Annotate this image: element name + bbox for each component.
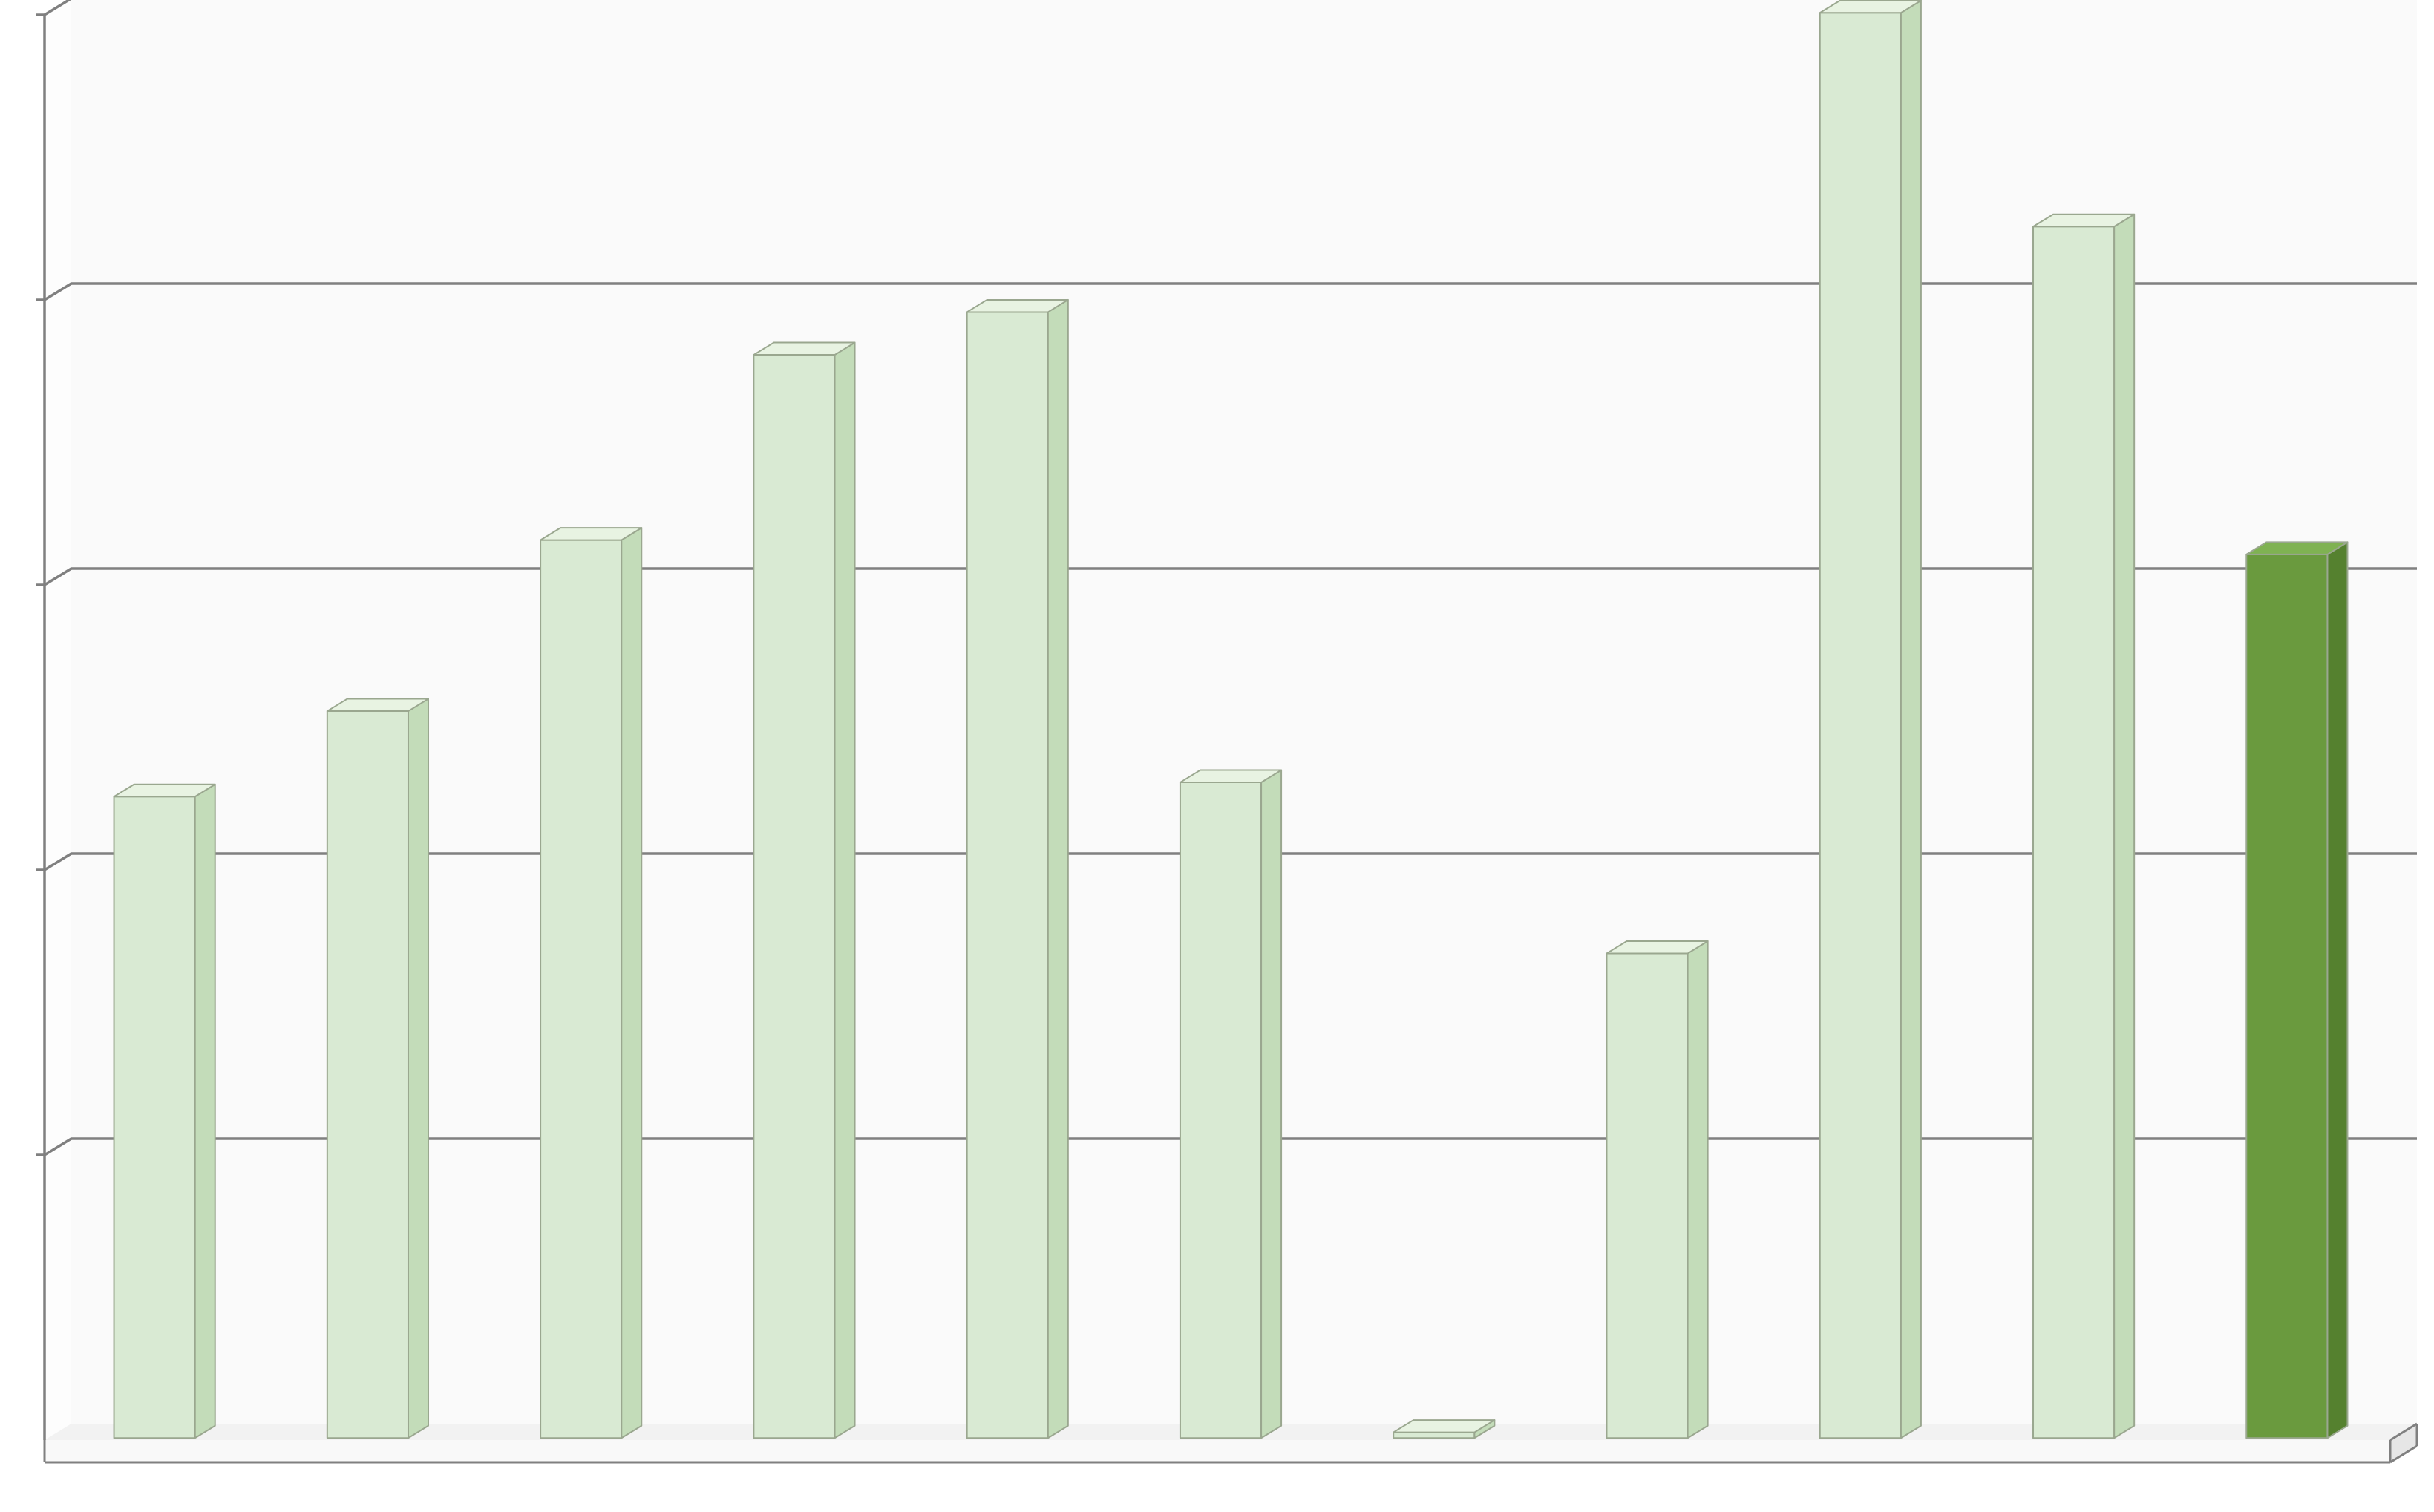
bar-front	[2246, 554, 2327, 1438]
bar-side	[1901, 1, 1921, 1439]
bar-chart	[0, 0, 2434, 1512]
bar-front	[327, 711, 408, 1438]
bar-front	[1606, 953, 1687, 1438]
bar-side	[621, 528, 641, 1438]
bar-side	[1261, 770, 1281, 1439]
bar-side	[195, 785, 215, 1439]
bar-front	[1180, 782, 1261, 1438]
bar-front	[967, 312, 1048, 1438]
bar-side	[835, 343, 855, 1439]
bar-side	[1688, 941, 1708, 1438]
bar-front	[540, 540, 621, 1439]
bar-front	[1393, 1433, 1474, 1439]
bar-side	[2327, 542, 2347, 1438]
chart-floor-front	[45, 1440, 2390, 1462]
bar-side	[1048, 300, 1068, 1438]
bar-front	[114, 796, 195, 1438]
bar-front	[1820, 13, 1901, 1438]
bar-front	[753, 355, 834, 1438]
chart-left-wall	[45, 0, 71, 1440]
bar-side	[2114, 215, 2134, 1439]
bar-side	[408, 699, 428, 1439]
chart-container	[0, 0, 2434, 1512]
bar-front	[2033, 226, 2114, 1438]
